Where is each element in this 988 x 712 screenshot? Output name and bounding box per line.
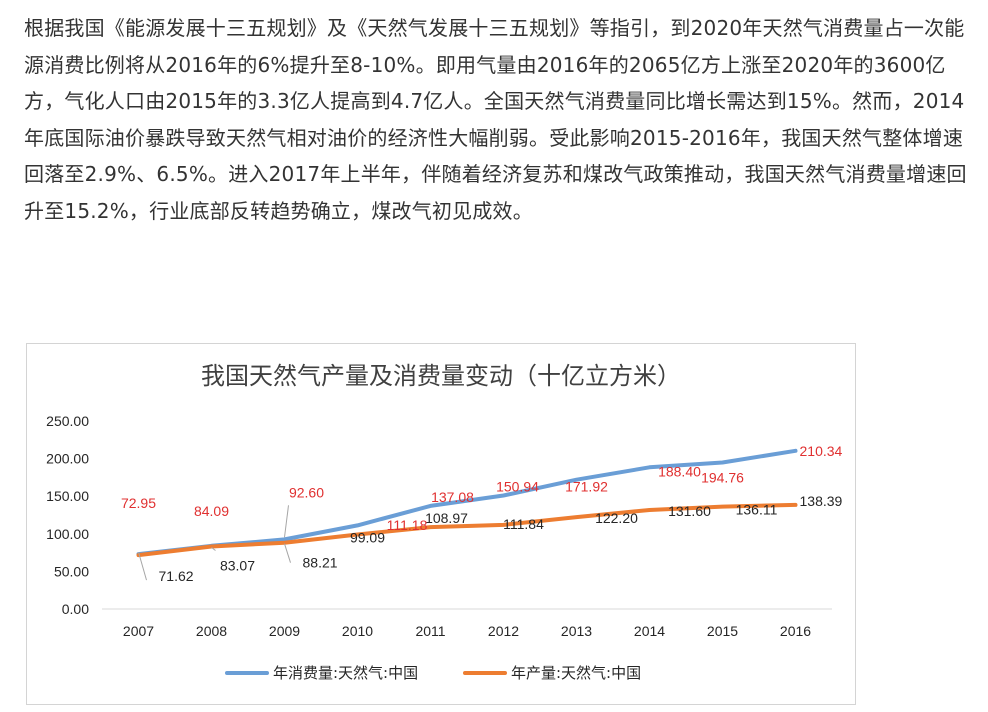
production-data-label: 99.09: [350, 529, 385, 545]
x-tick-label: 2015: [707, 623, 738, 639]
label-leader-line: [138, 552, 147, 581]
x-tick-label: 2012: [488, 623, 519, 639]
y-tick-label: 150.00: [46, 488, 89, 504]
production-point: [283, 541, 286, 545]
consumption-point: [283, 537, 286, 541]
x-tick-label: 2010: [342, 623, 373, 639]
consumption-point: [429, 504, 432, 508]
consumption-point: [794, 449, 797, 453]
y-tick-label: 50.00: [54, 563, 89, 579]
consumption-data-label: 137.08: [431, 489, 474, 505]
production-data-label: 122.20: [595, 510, 638, 526]
article-paragraph: 根据我国《能源发展十三五规划》及《天然气发展十三五规划》等指引，到2020年天然…: [24, 16, 967, 223]
production-data-label: 88.21: [303, 555, 338, 571]
consumption-data-label: 84.09: [194, 503, 229, 519]
production-data-label: 138.39: [800, 493, 843, 509]
production-data-label: 131.60: [668, 503, 711, 519]
production-data-label: 111.84: [503, 516, 544, 532]
consumption-point: [502, 493, 505, 497]
production-point: [210, 545, 213, 549]
production-point: [648, 508, 651, 512]
production-point: [429, 525, 432, 529]
x-axis-ticks: 2007 2008 2009 2010 2011 2012 2013 2014 2015 2016: [123, 623, 811, 639]
consumption-data-label: 194.76: [701, 470, 744, 486]
production-data-label: 83.07: [220, 558, 255, 574]
production-series-line: [136, 502, 798, 558]
production-point: [721, 505, 724, 509]
y-tick-label: 0.00: [62, 601, 89, 617]
production-point: [575, 515, 578, 519]
production-point: [356, 532, 359, 536]
legend-consumption-label: 年消费量:天然气:中国: [273, 664, 418, 682]
legend-production-label: 年产量:天然气:中国: [511, 664, 641, 682]
chart-title: 我国天然气产量及消费量变动（十亿立方米）: [201, 362, 681, 390]
label-leader-line: [284, 543, 291, 563]
x-tick-label: 2011: [415, 623, 445, 639]
consumption-data-label: 210.34: [800, 443, 843, 459]
consumption-point: [575, 478, 578, 482]
x-tick-label: 2016: [780, 623, 811, 639]
consumption-point: [648, 465, 651, 469]
article-text: 根据我国《能源发展十三五规划》及《天然气发展十三五规划》等指引，到2020年天然…: [24, 10, 969, 229]
consumption-point: [356, 523, 359, 527]
gas-chart: 我国天然气产量及消费量变动（十亿立方米） 0.00 50.00 100.00 150.…: [46, 362, 843, 682]
consumption-data-label: 188.40: [658, 463, 701, 479]
consumption-data-label: 92.60: [289, 484, 324, 500]
x-tick-label: 2008: [196, 623, 227, 639]
y-tick-label: 200.00: [46, 451, 89, 467]
label-leader-line: [211, 547, 216, 551]
production-point: [502, 523, 505, 527]
production-point: [794, 503, 797, 507]
x-tick-label: 2009: [269, 623, 300, 639]
legend: 年消费量:天然气:中国 年产量:天然气:中国: [225, 664, 641, 682]
consumption-point: [721, 461, 724, 465]
series-layer: [136, 448, 798, 558]
y-axis-ticks: 0.00 50.00 100.00 150.00 200.00 250.00: [46, 413, 89, 617]
production-data-label: 136.11: [736, 502, 778, 518]
consumption-data-label: 72.95: [121, 495, 156, 511]
consumption-data-label: 171.92: [565, 479, 608, 495]
x-tick-label: 2014: [634, 623, 665, 639]
production-data-label: 108.97: [425, 510, 468, 526]
consumption-data-label: 150.94: [496, 478, 539, 494]
y-tick-label: 100.00: [46, 526, 89, 542]
consumption-data-label: 111.18: [387, 517, 428, 533]
production-data-label: 71.62: [159, 568, 194, 584]
x-tick-label: 2013: [561, 623, 592, 639]
label-leader-line: [284, 505, 289, 538]
x-tick-label: 2007: [123, 623, 154, 639]
chart-frame: 我国天然气产量及消费量变动（十亿立方米） 0.00 50.00 100.00 150.…: [26, 343, 856, 705]
y-tick-label: 250.00: [46, 413, 89, 429]
